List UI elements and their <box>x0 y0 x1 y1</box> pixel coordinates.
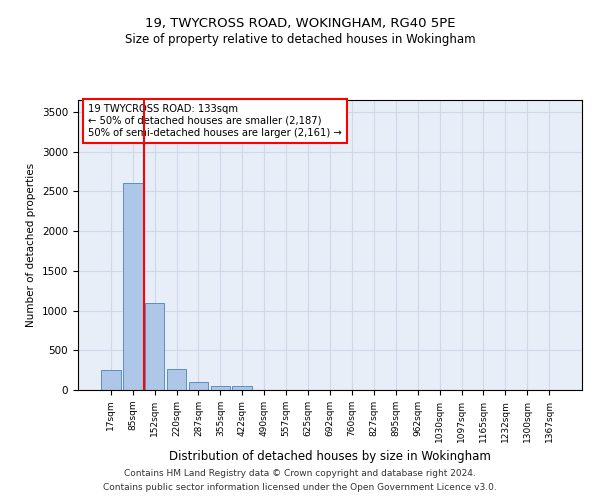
Bar <box>188 382 208 390</box>
Bar <box>101 370 121 390</box>
Text: 19 TWYCROSS ROAD: 133sqm
← 50% of detached houses are smaller (2,187)
50% of sem: 19 TWYCROSS ROAD: 133sqm ← 50% of detach… <box>88 104 342 138</box>
Bar <box>123 184 143 390</box>
Y-axis label: Number of detached properties: Number of detached properties <box>26 163 37 327</box>
X-axis label: Distribution of detached houses by size in Wokingham: Distribution of detached houses by size … <box>169 450 491 463</box>
Text: Size of property relative to detached houses in Wokingham: Size of property relative to detached ho… <box>125 32 475 46</box>
Bar <box>167 370 187 390</box>
Bar <box>145 302 164 390</box>
Text: Contains public sector information licensed under the Open Government Licence v3: Contains public sector information licen… <box>103 484 497 492</box>
Text: 19, TWYCROSS ROAD, WOKINGHAM, RG40 5PE: 19, TWYCROSS ROAD, WOKINGHAM, RG40 5PE <box>145 18 455 30</box>
Text: Contains HM Land Registry data © Crown copyright and database right 2024.: Contains HM Land Registry data © Crown c… <box>124 468 476 477</box>
Bar <box>211 386 230 390</box>
Bar <box>232 386 252 390</box>
